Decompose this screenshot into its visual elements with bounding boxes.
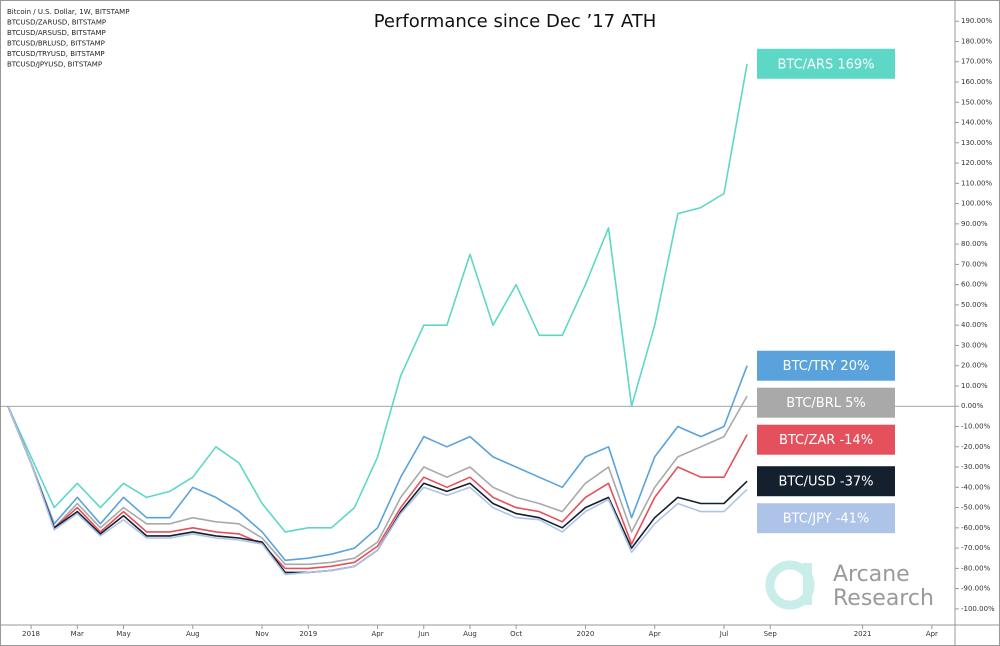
x-tick-label: Aug (463, 630, 477, 638)
x-tick-label: 2020 (577, 630, 595, 638)
series-line (7, 365, 748, 562)
y-tick-label: 120.00% (961, 159, 992, 167)
series-line (7, 63, 748, 533)
series-label-box (757, 424, 895, 455)
series-label-box (757, 48, 895, 79)
x-tick-label: May (116, 630, 130, 638)
source-label: BTCUSD/ARSUSD, BITSTAMP (7, 29, 106, 37)
series-label-box (757, 466, 895, 497)
x-tick-label: Apr (649, 630, 661, 638)
y-tick-label: 30.00% (961, 341, 988, 349)
x-tick-label: Oct (510, 630, 522, 638)
x-tick-label: 2021 (854, 630, 872, 638)
y-tick-label: 10.00% (961, 382, 988, 390)
x-tick-label: Jul (719, 630, 729, 638)
y-tick-label: 160.00% (961, 78, 992, 86)
y-tick-label: 90.00% (961, 220, 988, 228)
legend-label: BTC/ARS 169% (777, 57, 874, 72)
watermark-logo (803, 563, 812, 605)
chart-title: Performance since Dec ’17 ATH (374, 11, 657, 32)
series-line (7, 405, 748, 576)
x-tick-label: 2019 (299, 630, 317, 638)
y-tick-label: -100.00% (961, 605, 995, 613)
y-tick-label: 170.00% (961, 58, 992, 66)
y-tick-label: -50.00% (961, 504, 991, 512)
y-tick-label: 150.00% (961, 98, 992, 106)
x-tick-label: Sep (764, 630, 778, 638)
y-tick-label: -20.00% (961, 443, 991, 451)
y-tick-label: 60.00% (961, 281, 988, 289)
y-tick-label: 0.00% (961, 402, 984, 410)
y-tick-label: 110.00% (961, 179, 992, 187)
y-tick-label: -60.00% (961, 524, 991, 532)
y-tick-label: 180.00% (961, 37, 992, 45)
y-tick-label: -40.00% (961, 483, 991, 491)
source-label: BTCUSD/JPYUSD, BITSTAMP (7, 61, 102, 69)
source-label: BTCUSD/ZARUSD, BITSTAMP (7, 19, 106, 27)
series-label-box (757, 350, 895, 381)
legend-label: BTC/TRY 20% (783, 359, 870, 374)
source-label: Bitcoin / U.S. Dollar, 1W, BITSTAMP (7, 8, 129, 16)
x-tick-label: Apr (371, 630, 383, 638)
y-tick-label: 100.00% (961, 200, 992, 208)
x-tick-label: Apr (926, 630, 938, 638)
watermark: Arcane Research (765, 560, 934, 611)
y-tick-label: 130.00% (961, 139, 992, 147)
x-tick-label: Aug (186, 630, 200, 638)
legend-label: BTC/JPY -41% (783, 512, 870, 527)
legend-label: BTC/BRL 5% (786, 396, 866, 411)
series-line (7, 405, 748, 570)
y-tick-label: 190.00% (961, 17, 992, 25)
y-tick-label: -30.00% (961, 463, 991, 471)
x-tick-label: Jun (417, 630, 429, 638)
series-line (7, 395, 748, 566)
legend-label: BTC/ZAR -14% (779, 433, 873, 448)
y-tick-label: 140.00% (961, 119, 992, 127)
y-tick-label: 40.00% (961, 321, 988, 329)
source-label: BTCUSD/TRYUSD, BITSTAMP (7, 50, 105, 58)
y-tick-label: -80.00% (961, 564, 991, 572)
watermark-text: Arcane (833, 562, 910, 587)
y-tick-label: 20.00% (961, 362, 988, 370)
y-tick-label: 80.00% (961, 240, 988, 248)
y-tick-label: 70.00% (961, 260, 988, 268)
series-label-box (757, 503, 895, 534)
y-tick-label: -70.00% (961, 544, 991, 552)
x-tick-label: Mar (71, 630, 84, 638)
legend-label: BTC/USD -37% (778, 475, 873, 490)
x-tick-label: 2018 (22, 630, 40, 638)
watermark-text: Research (833, 586, 934, 611)
y-tick-label: -90.00% (961, 585, 991, 593)
y-tick-label: 50.00% (961, 301, 988, 309)
source-label: BTCUSD/BRLUSD, BITSTAMP (7, 40, 105, 48)
x-tick-label: Nov (255, 630, 269, 638)
y-tick-label: -10.00% (961, 423, 991, 431)
series-label-box (757, 387, 895, 418)
